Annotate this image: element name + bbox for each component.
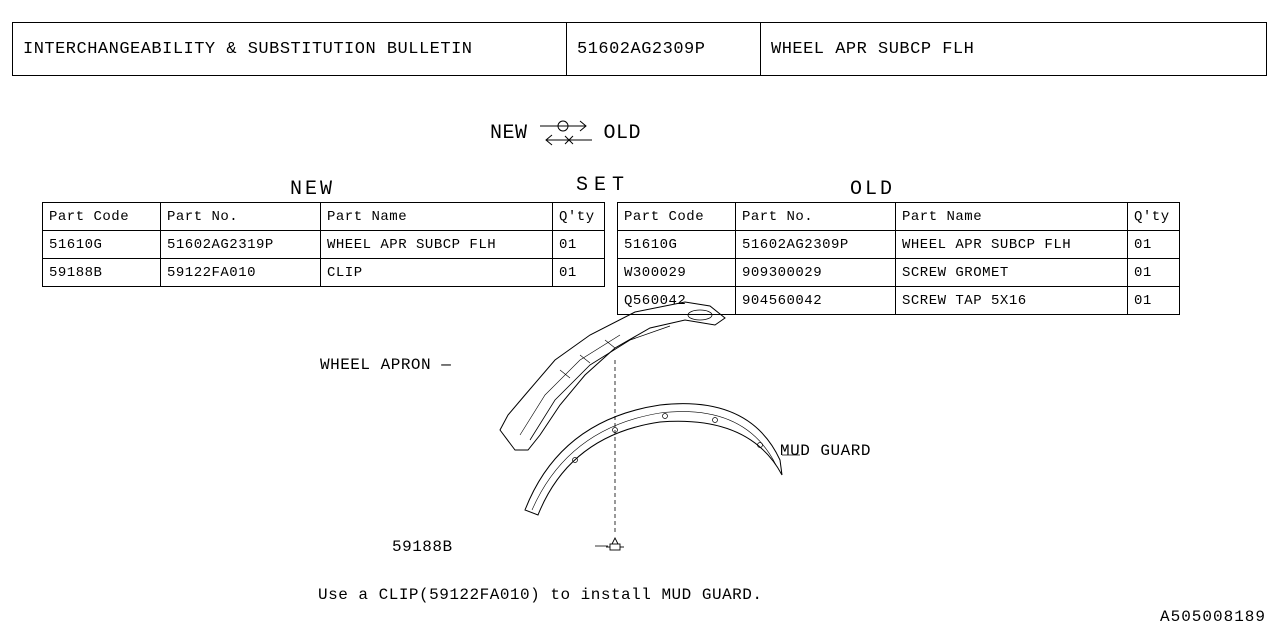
section-label-old: OLD (850, 178, 895, 201)
cell-code: 59188B (43, 259, 161, 287)
cell-no: 59122FA010 (161, 259, 321, 287)
clip-code-label: 59188B (392, 538, 453, 556)
section-label-new: NEW (290, 178, 335, 201)
wheel-apron-label: WHEEL APRON — (320, 356, 451, 374)
cell-code: W300029 (618, 259, 736, 287)
parts-table: Part Code Part No. Part Name Q'ty Part C… (42, 202, 1180, 315)
bulletin-title: INTERCHANGEABILITY & SUBSTITUTION BULLET… (13, 23, 567, 75)
parts-diagram: WHEEL APRON — MUD GUARD (320, 300, 960, 590)
table-header-row: Part Code Part No. Part Name Q'ty Part C… (43, 203, 1180, 231)
bulletin-part-no: 51602AG2309P (567, 23, 761, 75)
cell-name: SCREW GROMET (896, 259, 1128, 287)
col-header-qty: Q'ty (553, 203, 605, 231)
table-row: 59188B 59122FA010 CLIP 01 W300029 909300… (43, 259, 1180, 287)
mud-guard-label: MUD GUARD (780, 442, 871, 460)
cell-name: WHEEL APR SUBCP FLH (896, 231, 1128, 259)
cell-code: 51610G (43, 231, 161, 259)
cell-no: 909300029 (736, 259, 896, 287)
document-code: A505008189 (1160, 608, 1266, 626)
bulletin-header: INTERCHANGEABILITY & SUBSTITUTION BULLET… (12, 22, 1267, 76)
footer-note: Use a CLIP(59122FA010) to install MUD GU… (318, 586, 762, 604)
cell-name: WHEEL APR SUBCP FLH (321, 231, 553, 259)
cell-no: 51602AG2319P (161, 231, 321, 259)
legend-new: NEW (490, 122, 528, 145)
legend-old: OLD (604, 122, 642, 145)
cell-qty: 01 (1128, 231, 1180, 259)
col-header-code: Part Code (43, 203, 161, 231)
cell-qty: 01 (553, 231, 605, 259)
cell-qty: 01 (1128, 287, 1180, 315)
col-header-code-r: Part Code (618, 203, 736, 231)
new-old-legend: NEW OLD (490, 116, 641, 150)
col-header-qty-r: Q'ty (1128, 203, 1180, 231)
cell-qty: 01 (553, 259, 605, 287)
wheel-apron-icon (460, 300, 820, 580)
cell-code: 51610G (618, 231, 736, 259)
col-header-no: Part No. (161, 203, 321, 231)
col-header-name-r: Part Name (896, 203, 1128, 231)
cell-no: 51602AG2309P (736, 231, 896, 259)
legend-arrows-icon (536, 116, 596, 150)
bulletin-part-name: WHEEL APR SUBCP FLH (761, 23, 1266, 75)
col-header-no-r: Part No. (736, 203, 896, 231)
legend-set: SET (576, 174, 630, 197)
table-row: 51610G 51602AG2319P WHEEL APR SUBCP FLH … (43, 231, 1180, 259)
col-header-name: Part Name (321, 203, 553, 231)
cell-qty: 01 (1128, 259, 1180, 287)
cell-name: CLIP (321, 259, 553, 287)
